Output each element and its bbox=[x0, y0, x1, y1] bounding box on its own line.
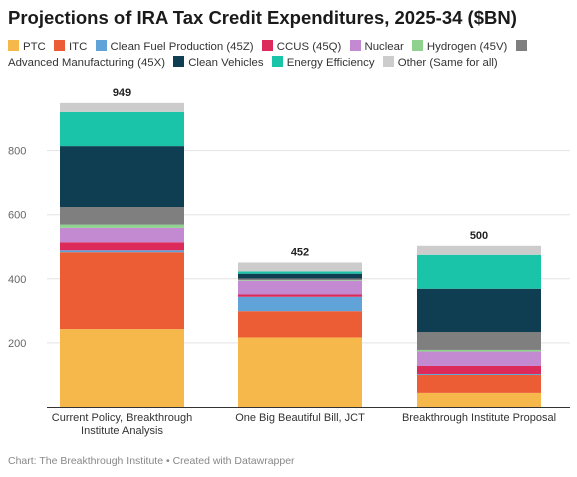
bar-segment bbox=[238, 296, 362, 312]
legend-swatch bbox=[271, 55, 283, 67]
legend-item: Clean Vehicles bbox=[173, 55, 264, 69]
bar-segment bbox=[60, 207, 184, 225]
legend-swatch bbox=[515, 40, 527, 51]
bar-segment bbox=[238, 294, 362, 297]
x-category-label: Current Policy, Breakthrough bbox=[52, 412, 192, 424]
legend-label: Clean Vehicles bbox=[188, 56, 264, 69]
legend-swatch bbox=[173, 55, 185, 67]
legend-item: PTC bbox=[8, 40, 46, 53]
y-tick-label: 400 bbox=[8, 274, 26, 286]
bar-segment bbox=[238, 337, 362, 407]
legend-label: CCUS (45Q) bbox=[276, 41, 342, 53]
bar-segment bbox=[60, 111, 184, 147]
legend-item: Energy Efficiency bbox=[271, 55, 375, 69]
bar-segment bbox=[238, 280, 362, 281]
chart-footer: Chart: The Breakthrough Institute • Crea… bbox=[8, 455, 295, 467]
bar-segment bbox=[238, 262, 362, 272]
legend-swatch bbox=[349, 40, 361, 51]
legend-swatch bbox=[53, 40, 65, 51]
bar-segment bbox=[238, 271, 362, 274]
legend-item: Other (Same for all) bbox=[382, 55, 498, 69]
bar-total-label: 452 bbox=[291, 246, 309, 258]
legend-label: Energy Efficiency bbox=[286, 56, 375, 69]
bar-segment bbox=[417, 288, 541, 333]
x-category-label: Breakthrough Institute Proposal bbox=[402, 412, 556, 424]
x-category-label: One Big Beautiful Bill, JCT bbox=[235, 412, 365, 424]
legend-swatch bbox=[95, 40, 107, 51]
bar-segment bbox=[417, 392, 541, 407]
bar-segment bbox=[60, 146, 184, 208]
bar-total-label: 500 bbox=[470, 230, 488, 242]
bar-segment bbox=[60, 242, 184, 251]
bar-segment bbox=[60, 102, 184, 112]
legend-label: Clean Fuel Production (45Z) bbox=[110, 41, 254, 53]
bar-total-label: 949 bbox=[113, 87, 131, 99]
bar-segment bbox=[417, 365, 541, 374]
legend-label: Hydrogen (45V) bbox=[426, 41, 508, 53]
bar-segment bbox=[417, 374, 541, 393]
bar-segment bbox=[60, 252, 184, 330]
bar-segment bbox=[238, 278, 362, 281]
bar-segment bbox=[417, 351, 541, 366]
legend-swatch bbox=[261, 40, 273, 51]
legend-swatch bbox=[411, 40, 423, 51]
bar-segment bbox=[238, 311, 362, 338]
legend-label: Advanced Manufacturing (45X) bbox=[8, 56, 166, 69]
legend-item: Hydrogen (45V) bbox=[411, 40, 508, 53]
legend-swatch bbox=[8, 40, 19, 51]
legend-label: Other (Same for all) bbox=[397, 56, 498, 69]
legend-swatch bbox=[382, 55, 394, 67]
bar-segment bbox=[417, 332, 541, 350]
legend-item: Clean Fuel Production (45Z) bbox=[95, 40, 254, 53]
legend-item: Nuclear bbox=[349, 40, 404, 53]
legend-label: PTC bbox=[23, 41, 46, 53]
legend-label: ITC bbox=[68, 41, 88, 53]
bar-segment bbox=[60, 250, 184, 253]
bar-segment bbox=[417, 349, 541, 352]
bar-segment bbox=[60, 329, 184, 407]
bar-segment bbox=[60, 227, 184, 243]
bar-segment bbox=[417, 373, 541, 375]
bar-segment bbox=[60, 224, 184, 228]
y-tick-label: 200 bbox=[8, 338, 26, 350]
legend-item: Advanced Manufacturing (45X) bbox=[8, 40, 531, 69]
legend: PTC ITC Clean Fuel Production (45Z) CCUS… bbox=[8, 40, 568, 71]
bar-segment bbox=[238, 280, 362, 295]
x-category-label: Institute Analysis bbox=[81, 425, 163, 437]
y-tick-label: 600 bbox=[8, 210, 26, 222]
legend-item: ITC bbox=[53, 40, 88, 53]
bar-segment bbox=[417, 254, 541, 289]
bar-segment bbox=[238, 273, 362, 279]
bar-segment bbox=[417, 245, 541, 255]
legend-label: Nuclear bbox=[364, 41, 404, 53]
chart-title: Projections of IRA Tax Credit Expenditur… bbox=[8, 7, 517, 28]
legend-item: CCUS (45Q) bbox=[261, 40, 342, 53]
y-tick-label: 800 bbox=[8, 146, 26, 158]
